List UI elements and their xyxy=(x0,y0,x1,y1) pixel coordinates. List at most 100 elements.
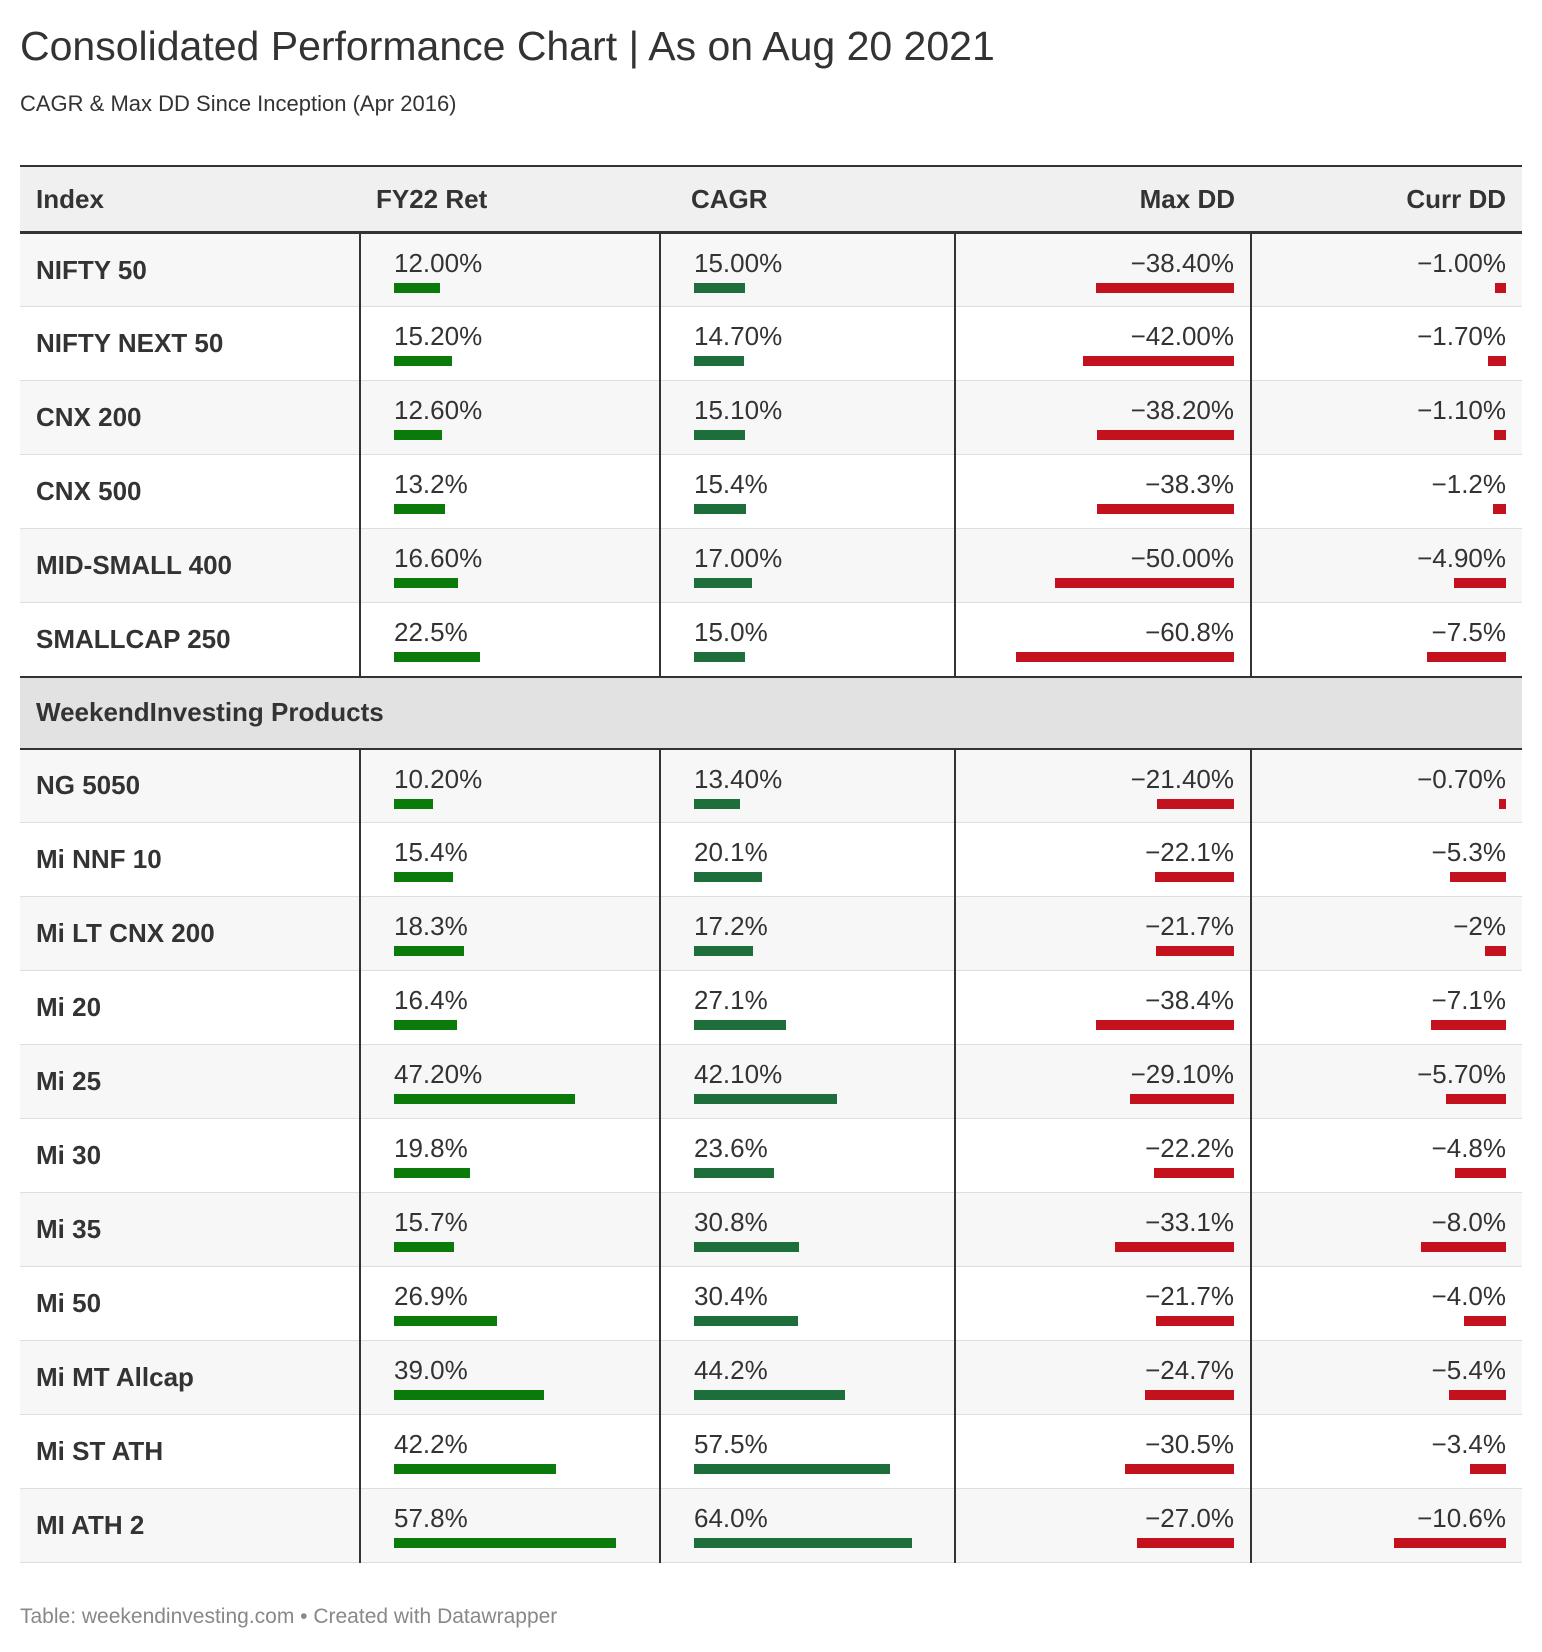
cagr-cell: 57.5% xyxy=(659,1414,955,1489)
curr-dd-cell: −0.70% xyxy=(1250,748,1522,823)
fy22-ret-label: 16.4% xyxy=(394,985,468,1015)
fy22-ret-label: 42.2% xyxy=(394,1429,468,1459)
curr-dd-cell: −1.70% xyxy=(1250,306,1522,381)
curr-dd-cell: −8.0% xyxy=(1250,1192,1522,1267)
cagr-bar xyxy=(694,652,745,662)
curr-dd-bar xyxy=(1446,1094,1506,1104)
max-dd-label: −29.10% xyxy=(1130,1059,1234,1089)
fy22-ret-bar xyxy=(394,1020,457,1030)
chart-subtitle: CAGR & Max DD Since Inception (Apr 2016) xyxy=(20,91,457,116)
curr-dd-cell: −5.4% xyxy=(1250,1340,1522,1415)
max-dd-cell: −38.3% xyxy=(954,454,1251,529)
cagr-bar xyxy=(694,356,744,366)
column-header-cagr[interactable]: CAGR xyxy=(691,183,768,214)
row-name: Mi 20 xyxy=(36,992,102,1022)
fy22-ret-label: 47.20% xyxy=(394,1059,483,1089)
table-row: NIFTY NEXT 50 15.20% 14.70% −42.00% −1.70% xyxy=(20,306,1522,381)
fy22-ret-label: 12.60% xyxy=(394,395,483,425)
max-dd-bar xyxy=(1156,946,1234,956)
max-dd-cell: −21.7% xyxy=(954,1266,1251,1341)
max-dd-label: −22.2% xyxy=(1145,1133,1234,1163)
fy22-ret-cell: 57.8% xyxy=(359,1488,660,1563)
table-row: CNX 200 12.60% 15.10% −38.20% −1.10% xyxy=(20,380,1522,455)
cagr-cell: 15.00% xyxy=(659,232,955,307)
max-dd-cell: −22.2% xyxy=(954,1118,1251,1193)
curr-dd-cell: −5.3% xyxy=(1250,822,1522,897)
cagr-bar xyxy=(694,504,746,514)
fy22-ret-label: 15.4% xyxy=(394,837,468,867)
max-dd-bar xyxy=(1096,283,1234,293)
max-dd-bar xyxy=(1154,1168,1234,1178)
curr-dd-bar xyxy=(1485,946,1506,956)
cagr-cell: 17.2% xyxy=(659,896,955,971)
fy22-ret-cell: 26.9% xyxy=(359,1266,660,1341)
fy22-ret-label: 18.3% xyxy=(394,911,468,941)
row-name: Mi 50 xyxy=(36,1288,102,1318)
fy22-ret-bar xyxy=(394,1242,454,1252)
table-row: Mi MT Allcap 39.0% 44.2% −24.7% −5.4% xyxy=(20,1340,1522,1415)
cagr-cell: 44.2% xyxy=(659,1340,955,1415)
row-name: Mi ST ATH xyxy=(36,1436,164,1466)
max-dd-cell: −38.40% xyxy=(954,232,1251,307)
cagr-bar xyxy=(694,946,753,956)
max-dd-cell: −33.1% xyxy=(954,1192,1251,1267)
column-header-index[interactable]: Index xyxy=(36,183,104,214)
table-row: Mi NNF 10 15.4% 20.1% −22.1% −5.3% xyxy=(20,822,1522,897)
column-header-curr-dd[interactable]: Curr DD xyxy=(1406,183,1506,214)
fy22-ret-label: 39.0% xyxy=(394,1355,468,1385)
curr-dd-label: −7.5% xyxy=(1431,617,1506,647)
table-row: MI ATH 2 57.8% 64.0% −27.0% −10.6% xyxy=(20,1488,1522,1563)
header-row: Index FY22 Ret CAGR Max DD Curr DD xyxy=(20,166,1522,233)
max-dd-cell: −50.00% xyxy=(954,528,1251,603)
max-dd-label: −50.00% xyxy=(1130,543,1234,573)
table-row: NG 5050 10.20% 13.40% −21.40% −0.70% xyxy=(20,748,1522,823)
fy22-ret-cell: 15.7% xyxy=(359,1192,660,1267)
curr-dd-label: −1.70% xyxy=(1417,321,1506,351)
fy22-ret-label: 13.2% xyxy=(394,469,468,499)
max-dd-label: −21.7% xyxy=(1145,1281,1234,1311)
row-name: Mi 30 xyxy=(36,1140,102,1170)
cagr-bar xyxy=(694,1316,798,1326)
cagr-label: 15.4% xyxy=(694,469,768,499)
max-dd-bar xyxy=(1096,1020,1234,1030)
table-row: Mi 35 15.7% 30.8% −33.1% −8.0% xyxy=(20,1192,1522,1267)
section-label: WeekendInvesting Products xyxy=(36,697,384,727)
cagr-cell: 30.8% xyxy=(659,1192,955,1267)
column-header-max-dd[interactable]: Max DD xyxy=(1139,183,1235,214)
max-dd-bar xyxy=(1115,1242,1234,1252)
max-dd-cell: −42.00% xyxy=(954,306,1251,381)
row-name: SMALLCAP 250 xyxy=(36,623,231,654)
max-dd-label: −38.3% xyxy=(1145,469,1234,499)
column-header-fy22[interactable]: FY22 Ret xyxy=(376,183,488,214)
cagr-bar xyxy=(694,430,745,440)
cagr-label: 42.10% xyxy=(694,1059,783,1089)
row-name: CNX 200 xyxy=(36,402,142,432)
fy22-ret-cell: 12.60% xyxy=(359,380,660,455)
table-row: CNX 500 13.2% 15.4% −38.3% −1.2% xyxy=(20,454,1522,529)
cagr-label: 44.2% xyxy=(694,1355,768,1385)
curr-dd-label: −10.6% xyxy=(1417,1503,1506,1533)
max-dd-bar xyxy=(1097,504,1234,514)
table-body: NIFTY 50 12.00% 15.00% −38.40% −1.00% NIFTY N… xyxy=(20,232,1522,1563)
cagr-bar xyxy=(694,1020,786,1030)
cagr-cell: 23.6% xyxy=(659,1118,955,1193)
cagr-bar xyxy=(694,872,762,882)
cagr-label: 27.1% xyxy=(694,985,768,1015)
cagr-label: 20.1% xyxy=(694,837,768,867)
curr-dd-cell: −2% xyxy=(1250,896,1522,971)
max-dd-label: −21.40% xyxy=(1130,763,1234,794)
cagr-label: 14.70% xyxy=(694,321,783,351)
max-dd-bar xyxy=(1145,1390,1234,1400)
curr-dd-bar xyxy=(1421,1242,1506,1252)
curr-dd-bar xyxy=(1499,798,1506,809)
cagr-cell: 13.40% xyxy=(659,748,955,823)
fy22-ret-cell: 15.4% xyxy=(359,822,660,897)
row-name: MI ATH 2 xyxy=(36,1510,145,1540)
fy22-ret-bar xyxy=(394,1464,556,1474)
table-row: MID-SMALL 400 16.60% 17.00% −50.00% −4.90% xyxy=(20,528,1522,603)
fy22-ret-label: 26.9% xyxy=(394,1281,468,1311)
curr-dd-bar xyxy=(1494,430,1506,440)
fy22-ret-bar xyxy=(394,652,480,662)
max-dd-cell: −38.20% xyxy=(954,380,1251,455)
row-name: Mi LT CNX 200 xyxy=(36,918,215,948)
